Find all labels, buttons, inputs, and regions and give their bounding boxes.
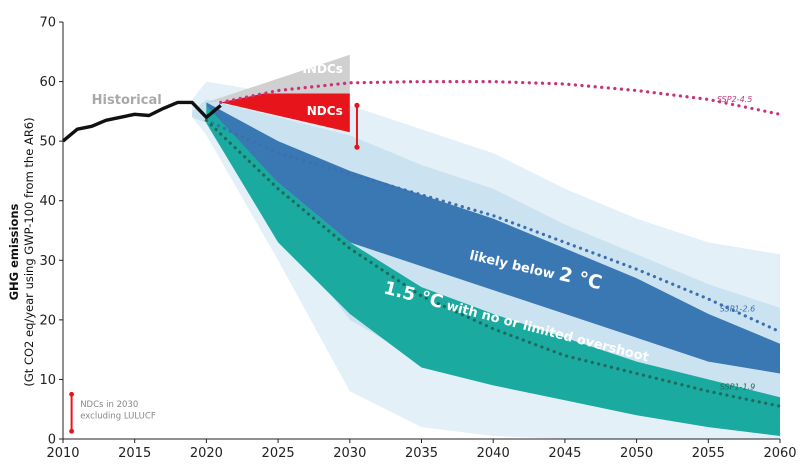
- x-tick-label: 2055: [692, 446, 725, 461]
- x-tick-label: 2020: [190, 446, 223, 461]
- note-range-top-dot: [69, 391, 75, 397]
- historical-label: Historical: [92, 93, 162, 108]
- y-tick-label: 30: [39, 254, 56, 269]
- series-line-ssp1-1-9: [204, 118, 782, 408]
- x-tick-label: 2030: [333, 446, 366, 461]
- historical-line: [61, 100, 222, 143]
- ndcs-label: NDCs: [307, 104, 343, 118]
- y-tick-label: 10: [39, 373, 56, 388]
- x-tick-label: 2010: [46, 446, 79, 461]
- ndcs-wedge: [220, 93, 350, 133]
- x-tick-label: 2050: [620, 446, 653, 461]
- ndc-note-line1: NDCs in 2030: [80, 400, 138, 410]
- series-label-ssp2-4-5: SSP2-4.5: [717, 95, 752, 104]
- y-tick-label: 50: [39, 135, 56, 150]
- y-axis-label-line2: (Gt CO2 eq/year using GWP-100 from the A…: [22, 117, 36, 386]
- x-tick-label: 2035: [405, 446, 438, 461]
- series-label-ssp1-2-6: SSP1-2.6: [720, 305, 755, 314]
- ndc-note-line2: excluding LULUCF: [80, 412, 156, 422]
- indcs-label: INDCs: [302, 62, 342, 76]
- note-range-bottom-dot: [69, 428, 75, 434]
- x-tick-label: 2060: [763, 446, 796, 461]
- indcs-wedge: [206, 54, 350, 103]
- y-tick-label: 60: [39, 75, 56, 90]
- y-axis-label-line1: GHG emissions: [7, 203, 21, 300]
- y-tick-label: 20: [39, 313, 56, 328]
- series-line-ssp1-2-6: [204, 118, 782, 334]
- series-lines: [61, 80, 782, 408]
- ndc-range-top-dot: [354, 102, 360, 108]
- y-tick-label: 40: [39, 194, 56, 209]
- pathway-areas: [206, 54, 780, 437]
- y-tick-label: 70: [39, 16, 56, 31]
- likely-below-2c-area: [206, 102, 780, 374]
- y-tick-label: 0: [48, 433, 56, 448]
- x-tick-label: 2015: [118, 446, 151, 461]
- x-tick-label: 2045: [548, 446, 581, 461]
- ndc-range-bottom-dot: [354, 144, 360, 150]
- x-tick-label: 2040: [477, 446, 510, 461]
- x-tick-label: 2025: [262, 446, 295, 461]
- limited-overshoot-1-5c-area: [206, 105, 780, 437]
- series-label-ssp1-1-9: SSP1-1.9: [720, 383, 755, 392]
